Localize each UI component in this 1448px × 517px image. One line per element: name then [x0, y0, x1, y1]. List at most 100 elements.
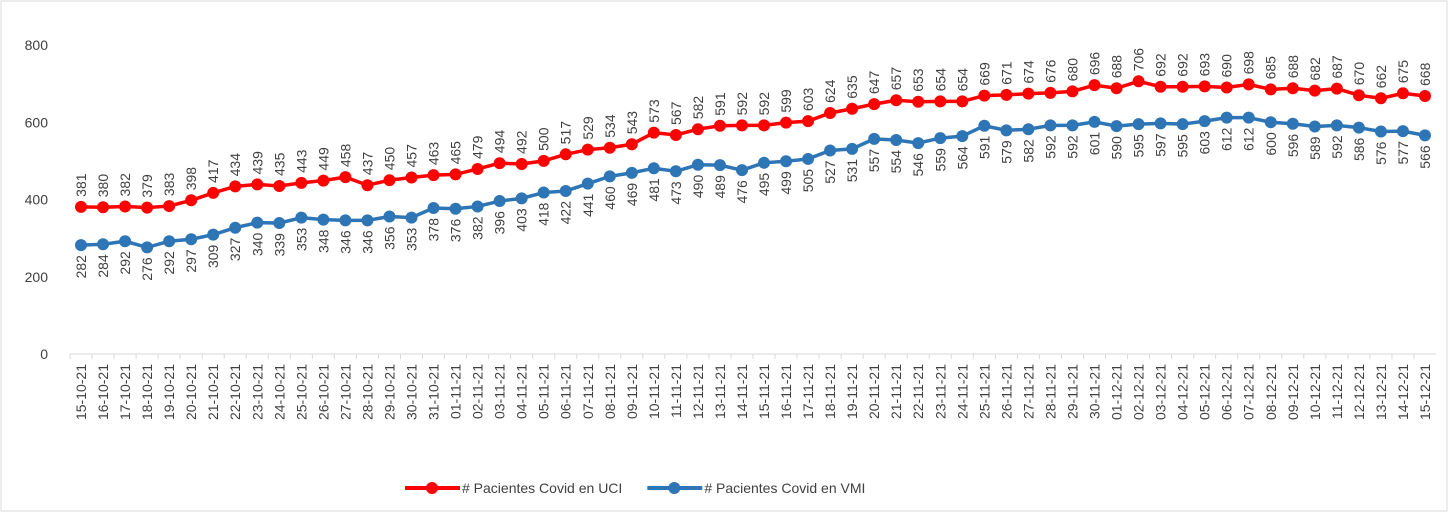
- data-point: [868, 98, 881, 111]
- x-tick-label: 30-11-21: [1087, 364, 1103, 419]
- data-label: 676: [1042, 59, 1058, 83]
- x-tick-label: 05-12-21: [1197, 364, 1213, 420]
- data-point: [185, 194, 198, 207]
- data-label: 554: [888, 150, 904, 174]
- data-point: [119, 200, 132, 213]
- data-point: [735, 164, 748, 177]
- data-point: [890, 94, 903, 107]
- data-point: [647, 162, 660, 175]
- data-point: [449, 202, 462, 215]
- data-point: [669, 165, 682, 178]
- x-tick-label: 21-11-21: [888, 364, 904, 419]
- data-point: [603, 141, 616, 154]
- data-point: [427, 201, 440, 214]
- data-point: [1352, 89, 1365, 102]
- data-point: [471, 162, 484, 175]
- data-label: 276: [139, 257, 155, 281]
- data-label: 417: [205, 159, 221, 183]
- data-label: 582: [690, 96, 706, 120]
- data-label: 693: [1197, 53, 1213, 77]
- x-tick-label: 07-12-21: [1241, 364, 1257, 420]
- data-point: [471, 200, 484, 213]
- data-label: 292: [161, 251, 177, 275]
- data-point: [1396, 125, 1409, 138]
- x-tick-label: 17-11-21: [800, 364, 816, 419]
- data-label: 592: [734, 92, 750, 116]
- data-point: [339, 171, 352, 184]
- y-tick-label: 800: [25, 37, 49, 53]
- data-point: [824, 144, 837, 157]
- data-point: [97, 201, 110, 214]
- x-tick-label: 24-11-21: [954, 364, 970, 419]
- x-tick-label: 24-10-21: [271, 364, 287, 420]
- data-label: 292: [117, 251, 133, 275]
- x-tick-label: 31-10-21: [426, 364, 442, 420]
- x-tick-label: 21-10-21: [205, 364, 221, 420]
- data-label: 559: [932, 148, 948, 172]
- data-point: [207, 228, 220, 241]
- data-label: 669: [976, 62, 992, 86]
- x-tick-label: 29-10-21: [381, 364, 397, 420]
- data-point: [758, 119, 771, 132]
- data-label: 531: [844, 159, 860, 183]
- x-tick-label: 28-11-21: [1042, 364, 1058, 419]
- data-label: 671: [998, 61, 1014, 85]
- data-point: [758, 156, 771, 169]
- data-label: 543: [624, 111, 640, 135]
- data-point: [1000, 88, 1013, 101]
- legend-marker: [668, 482, 681, 494]
- data-label: 582: [1020, 139, 1036, 163]
- data-label: 465: [448, 141, 464, 165]
- legend-marker: [426, 482, 438, 494]
- data-point: [75, 200, 88, 213]
- data-label: 577: [1395, 141, 1411, 165]
- data-point: [251, 216, 264, 229]
- data-label: 668: [1417, 62, 1433, 86]
- data-point: [1132, 118, 1145, 131]
- data-point: [581, 177, 594, 190]
- x-tick-label: 03-12-21: [1153, 364, 1169, 420]
- data-point: [1154, 117, 1167, 130]
- data-label: 546: [910, 153, 926, 177]
- data-point: [1110, 82, 1123, 95]
- data-point: [537, 154, 550, 167]
- data-point: [1220, 81, 1233, 94]
- x-tick-label: 08-12-21: [1263, 364, 1279, 420]
- data-label: 353: [404, 227, 420, 251]
- x-tick-label: 14-11-21: [734, 364, 750, 419]
- data-point: [1330, 119, 1343, 132]
- y-tick-label: 400: [25, 192, 49, 208]
- data-point: [824, 106, 837, 119]
- data-point: [735, 119, 748, 132]
- data-label: 579: [998, 140, 1014, 164]
- data-label: 380: [95, 174, 111, 198]
- data-point: [669, 128, 682, 141]
- data-label: 680: [1064, 58, 1080, 82]
- data-label: 457: [404, 144, 420, 168]
- data-point: [1374, 92, 1387, 105]
- data-label: 439: [249, 151, 265, 175]
- data-point: [493, 157, 506, 170]
- data-label: 458: [337, 144, 353, 168]
- data-point: [1198, 115, 1211, 128]
- data-point: [405, 171, 418, 184]
- data-point: [1242, 78, 1255, 91]
- data-label: 654: [932, 68, 948, 92]
- data-point: [1330, 82, 1343, 95]
- data-label: 437: [359, 152, 375, 176]
- data-label: 573: [646, 99, 662, 123]
- data-point: [934, 132, 947, 145]
- data-label: 500: [536, 127, 552, 151]
- x-tick-label: 12-12-21: [1351, 364, 1367, 420]
- data-point: [317, 174, 330, 187]
- data-label: 635: [844, 75, 860, 99]
- data-point: [603, 170, 616, 183]
- data-point: [1418, 89, 1431, 102]
- data-point: [1000, 124, 1013, 137]
- data-point: [229, 221, 242, 234]
- data-label: 557: [866, 149, 882, 173]
- data-label: 376: [448, 219, 464, 243]
- legend-label: # Pacientes Covid en UCI: [462, 480, 622, 496]
- data-label: 592: [1064, 135, 1080, 159]
- data-point: [273, 217, 286, 230]
